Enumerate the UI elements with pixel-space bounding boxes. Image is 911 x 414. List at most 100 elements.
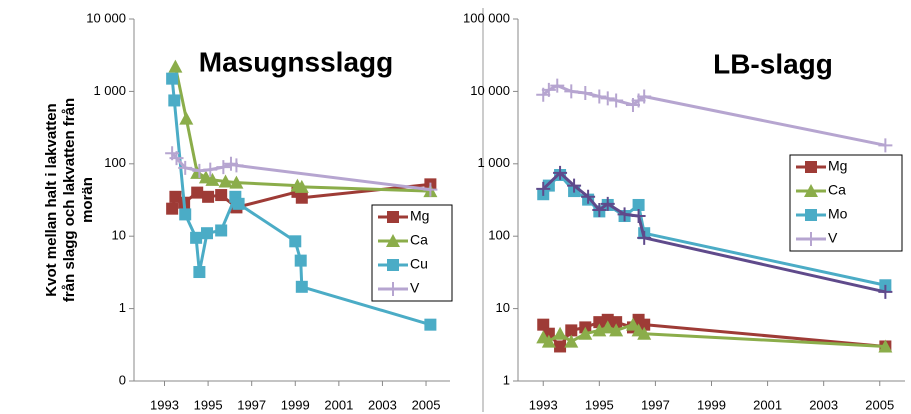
legend-label: V <box>410 280 420 296</box>
y-axis-label-line: morän <box>79 177 96 223</box>
y-tick-label: 1 000 <box>477 155 510 170</box>
y-axis-label-line: Kvot mellan halt i lakvatten <box>43 103 60 296</box>
marker <box>168 59 183 73</box>
y-axis-label: Kvot mellan halt i lakvatten från slagg o… <box>43 98 96 302</box>
y-tick-label: 10 <box>112 228 126 243</box>
y-tick-label: 100 <box>488 228 510 243</box>
x-tick-label: 1995 <box>585 397 614 412</box>
marker <box>541 334 556 348</box>
marker <box>179 111 194 125</box>
marker <box>631 209 646 224</box>
series-line <box>542 171 886 294</box>
x-tick-label: 1995 <box>194 397 223 412</box>
marker <box>581 189 596 204</box>
marker <box>567 178 582 193</box>
marker <box>190 165 205 179</box>
legend-label: Ca <box>410 232 428 248</box>
marker <box>201 227 214 240</box>
marker <box>424 318 437 331</box>
marker <box>554 340 567 353</box>
legend-label: Ca <box>828 182 846 198</box>
marker <box>805 209 817 221</box>
y-tick-label: 100 <box>104 155 126 170</box>
marker <box>166 202 179 215</box>
marker <box>190 231 203 244</box>
marker <box>203 162 218 177</box>
marker <box>878 284 893 299</box>
marker <box>423 182 438 197</box>
marker <box>578 86 593 101</box>
series-line <box>542 84 886 147</box>
marker <box>205 172 220 186</box>
marker <box>564 84 579 99</box>
y-tick-label: 10 000 <box>470 83 510 98</box>
x-tick-label: 1997 <box>641 397 670 412</box>
x-tick-label: 2003 <box>809 397 838 412</box>
y-axis-label-line: från slagg och lakvatten från <box>61 98 78 302</box>
marker <box>386 282 400 296</box>
x-tick-label: 2001 <box>753 397 782 412</box>
chart-title: Masugnsslagg <box>199 46 393 77</box>
marker <box>537 318 550 331</box>
x-tick-label: 1999 <box>697 397 726 412</box>
y-tick-label: 10 <box>496 300 510 315</box>
x-tick-label: 2003 <box>368 397 397 412</box>
legend-box <box>371 204 453 302</box>
marker <box>638 318 651 331</box>
y-tick-label: 100 000 <box>463 10 510 25</box>
marker <box>295 280 308 293</box>
marker <box>295 191 308 204</box>
y-tick-label: 0 <box>119 372 126 387</box>
marker <box>610 316 623 329</box>
marker <box>216 160 231 175</box>
y-tick-label: 1 <box>503 372 510 387</box>
marker <box>617 207 632 222</box>
x-tick-label: 1993 <box>150 397 179 412</box>
marker <box>804 232 818 246</box>
marker <box>553 326 568 340</box>
marker <box>168 94 181 107</box>
x-tick-label: 2005 <box>412 397 441 412</box>
marker <box>387 211 399 223</box>
marker <box>166 72 179 85</box>
legend-label: Cu <box>410 256 428 272</box>
marker <box>637 230 652 245</box>
marker <box>565 324 578 337</box>
marker <box>609 323 624 337</box>
marker <box>600 196 615 211</box>
x-tick-label: 1997 <box>237 397 266 412</box>
y-tick-label: 10 000 <box>86 10 126 25</box>
marker <box>232 197 245 210</box>
x-tick-label: 1999 <box>281 397 310 412</box>
marker <box>387 259 399 271</box>
marker <box>878 138 893 153</box>
marker <box>218 174 233 188</box>
legend-label: Mg <box>410 208 429 224</box>
marker <box>878 339 893 353</box>
legend: Mg Ca Mo V <box>789 154 903 252</box>
legend: Mg Ca Cu V <box>371 204 453 302</box>
marker <box>541 82 556 97</box>
chart-title: LB-slagg <box>713 48 833 79</box>
marker <box>600 320 615 334</box>
marker <box>632 198 645 211</box>
legend-label: Mo <box>828 206 848 222</box>
marker <box>600 91 615 106</box>
marker <box>578 326 593 340</box>
marker <box>294 179 309 193</box>
x-tick-label: 1993 <box>529 397 558 412</box>
marker <box>553 165 568 180</box>
marker <box>294 254 307 267</box>
marker <box>215 189 228 202</box>
marker <box>637 89 652 104</box>
marker <box>215 224 228 237</box>
marker <box>191 186 204 199</box>
y-tick-label: 1 <box>119 300 126 315</box>
marker <box>229 158 244 173</box>
marker <box>804 184 818 197</box>
y-tick-label: 1 000 <box>93 83 126 98</box>
marker <box>179 208 192 221</box>
marker <box>202 190 215 203</box>
marker <box>609 93 624 108</box>
